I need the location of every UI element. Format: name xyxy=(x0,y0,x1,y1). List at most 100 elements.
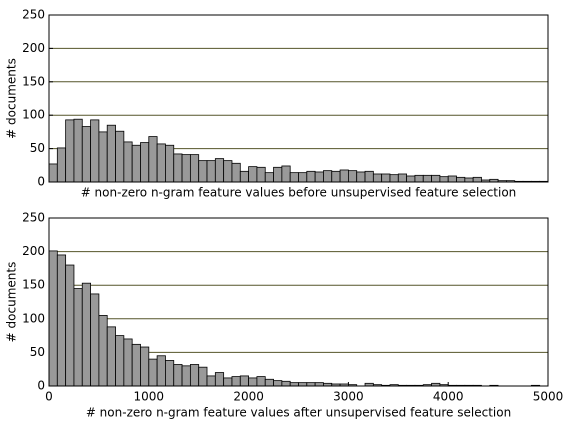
bar xyxy=(422,174,432,183)
bar xyxy=(273,166,283,183)
x-axis-label: # non-zero n-gram feature values before … xyxy=(81,186,517,200)
plot-frame xyxy=(48,217,549,387)
y-tick-label: 250 xyxy=(22,8,45,22)
bar xyxy=(98,131,108,183)
bar xyxy=(264,172,274,183)
y-axis-label: # documents xyxy=(5,262,19,343)
bar xyxy=(472,176,482,183)
bar xyxy=(356,171,366,183)
bar xyxy=(464,177,474,183)
bar xyxy=(414,174,424,183)
bar xyxy=(148,136,158,183)
bar xyxy=(447,175,457,183)
bar xyxy=(323,170,333,183)
x-tick-label: 1000 xyxy=(134,390,165,404)
y-tick-label: 150 xyxy=(22,278,45,292)
x-axis-label: # non-zero n-gram feature values after u… xyxy=(86,406,511,420)
x-tick-label: 3000 xyxy=(333,390,364,404)
bar xyxy=(339,169,349,183)
bar xyxy=(115,130,125,183)
y-tick-label: 50 xyxy=(30,141,45,155)
bar xyxy=(256,166,266,183)
bar xyxy=(231,376,241,387)
bar xyxy=(314,382,324,387)
y-tick-label: 0 xyxy=(37,379,45,393)
y-tick-label: 50 xyxy=(30,345,45,359)
bar xyxy=(181,365,191,387)
y-tick-label: 200 xyxy=(22,41,45,55)
bar xyxy=(90,293,100,387)
bar xyxy=(456,176,466,183)
bar xyxy=(81,282,91,387)
bar xyxy=(298,382,308,387)
bar xyxy=(406,175,416,183)
x-tick-label: 5000 xyxy=(533,390,564,404)
bar xyxy=(347,170,358,183)
bar xyxy=(98,315,108,387)
x-tick-label: 2000 xyxy=(233,390,264,404)
bar xyxy=(214,158,225,183)
x-tick-label: 0 xyxy=(45,390,53,404)
bar xyxy=(381,173,391,183)
bar xyxy=(131,343,141,387)
bar xyxy=(214,372,225,387)
bar xyxy=(73,118,83,183)
y-tick-label: 150 xyxy=(22,74,45,88)
y-tick-label: 100 xyxy=(22,108,45,122)
bar xyxy=(56,254,67,387)
bar xyxy=(256,376,266,387)
bar xyxy=(264,378,274,387)
bar xyxy=(73,288,83,387)
bar xyxy=(289,172,299,183)
bar xyxy=(156,355,166,387)
bar xyxy=(123,141,133,183)
bar xyxy=(239,375,250,387)
bar xyxy=(397,173,408,183)
bar xyxy=(140,346,150,387)
bar xyxy=(148,358,158,387)
bar xyxy=(106,326,116,387)
bar xyxy=(223,160,233,183)
bar xyxy=(239,170,250,183)
bar xyxy=(306,170,316,183)
bar xyxy=(314,171,324,183)
y-tick-label: 250 xyxy=(22,211,45,225)
bar xyxy=(289,382,299,387)
x-tick-label: 4000 xyxy=(433,390,464,404)
bar xyxy=(439,176,449,183)
bar xyxy=(206,160,216,183)
bar xyxy=(65,264,75,387)
bar xyxy=(165,360,175,387)
bar xyxy=(131,144,141,183)
bar xyxy=(48,250,58,387)
bar xyxy=(165,144,175,183)
bar xyxy=(281,165,291,183)
bar xyxy=(248,166,258,183)
bar xyxy=(65,119,75,183)
bar xyxy=(123,338,133,387)
bar xyxy=(156,143,166,183)
bar xyxy=(298,172,308,183)
bar xyxy=(115,335,125,387)
bar xyxy=(106,124,116,183)
bar xyxy=(198,160,208,183)
bar xyxy=(90,119,100,183)
y-tick-label: 200 xyxy=(22,244,45,258)
bar xyxy=(331,170,341,183)
y-tick-label: 100 xyxy=(22,311,45,325)
y-axis-label: # documents xyxy=(5,58,19,139)
bar xyxy=(372,173,383,183)
y-tick-label: 0 xyxy=(37,175,45,189)
bar xyxy=(281,380,291,387)
plot-frame xyxy=(48,14,549,183)
bar xyxy=(56,147,67,183)
bar xyxy=(248,377,258,387)
bar xyxy=(181,154,191,183)
bar xyxy=(389,174,399,183)
bar xyxy=(173,153,183,183)
bar xyxy=(140,142,150,183)
bar xyxy=(306,382,316,387)
bar xyxy=(206,375,216,387)
bar xyxy=(198,366,208,387)
